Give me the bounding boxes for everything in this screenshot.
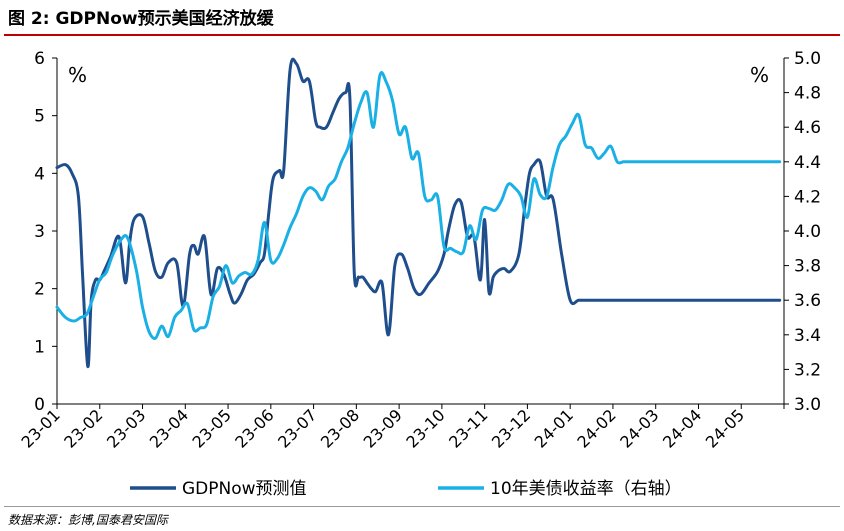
right-tick-label: 3.6: [794, 291, 821, 311]
x-tick-label: 23-06: [231, 405, 277, 451]
source-note: 数据来源：彭博,国泰君安国际: [8, 513, 168, 527]
right-tick-label: 3.0: [794, 395, 821, 415]
right-tick-label: 3.2: [794, 360, 821, 380]
legend-label: GDPNow预测值: [182, 479, 307, 499]
right-tick-label: 4.8: [794, 84, 821, 104]
left-tick-label: 4: [34, 164, 45, 184]
right-tick-label: 4.4: [794, 153, 821, 173]
left-tick-label: 2: [34, 280, 45, 300]
x-axis-ticks: 23-0123-0223-0323-0423-0523-0623-0723-08…: [18, 404, 785, 452]
treasury-10y-series-line: [55, 71, 782, 340]
x-tick-label: 23-05: [189, 405, 235, 451]
right-tick-label: 5.0: [794, 49, 821, 69]
right-tick-label: 4.6: [794, 118, 821, 138]
x-tick-label: 23-10: [402, 405, 448, 451]
left-tick-label: 6: [34, 49, 45, 69]
x-tick-label: 23-03: [103, 405, 149, 451]
right-tick-label: 4.2: [794, 187, 821, 207]
right-tick-label: 4.0: [794, 222, 821, 242]
x-tick-label: 24-01: [531, 405, 577, 451]
left-tick-label: 1: [34, 337, 45, 357]
x-tick-label: 24-04: [659, 405, 705, 451]
left-axis-ticks: 0 1 2 3 4 5 6: [34, 49, 57, 415]
left-tick-label: 0: [34, 395, 45, 415]
legend-label: 10年美债收益率（右轴）: [490, 479, 682, 499]
x-tick-label: 23-12: [488, 405, 534, 451]
title-divider: [4, 34, 840, 36]
x-tick-label: 23-02: [60, 405, 106, 451]
chart-title: 图 2: GDPNow预示美国经济放缓: [8, 9, 274, 29]
x-tick-label: 23-04: [146, 405, 192, 451]
right-tick-label: 3.4: [794, 326, 821, 346]
x-tick-label: 24-02: [573, 405, 619, 451]
left-tick-label: 5: [34, 107, 45, 127]
footer-divider: [4, 506, 840, 507]
x-tick-label: 23-09: [360, 405, 406, 451]
right-axis-ticks: 3.0 3.2 3.4 3.6 3.8 4.0 4.2 4.4 4.6 4.8 5.0: [784, 49, 821, 415]
x-tick-label: 23-11: [445, 405, 491, 451]
series-layer: [55, 57, 782, 369]
legend: GDPNow预测值 10年美债收益率（右轴）: [130, 479, 682, 499]
right-axis-unit: %: [750, 63, 769, 87]
chart-axes: [56, 58, 785, 405]
x-tick-label: 23-07: [274, 405, 320, 451]
x-tick-label: 24-03: [616, 405, 662, 451]
x-tick-label: 23-08: [317, 405, 363, 451]
right-tick-label: 3.8: [794, 257, 821, 277]
left-tick-label: 3: [34, 222, 45, 242]
left-axis-unit: %: [68, 63, 87, 87]
x-tick-label: 24-05: [702, 405, 748, 451]
gdpnow-series-line: [55, 57, 782, 369]
